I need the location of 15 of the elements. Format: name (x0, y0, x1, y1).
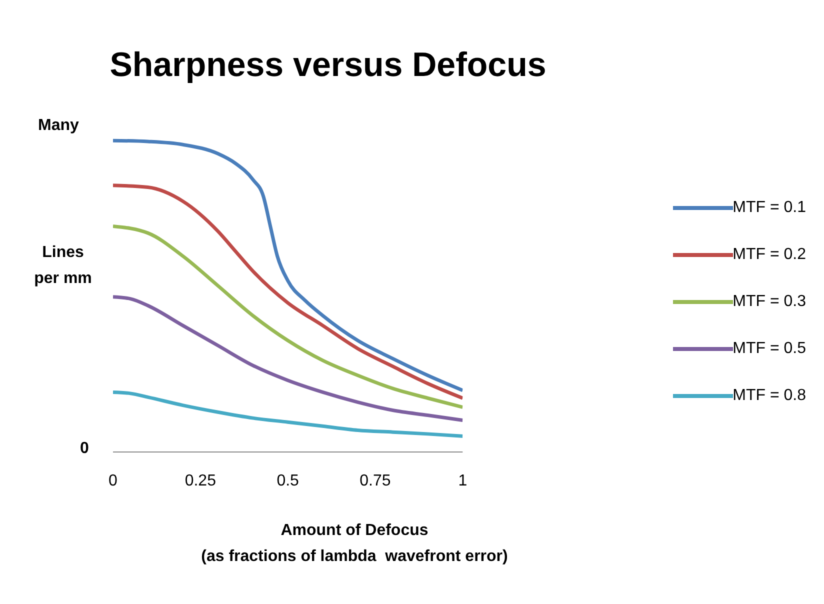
legend-label: MTF = 0.1 (732, 199, 806, 217)
x-tick-label: 1 (458, 472, 468, 490)
y-axis-title: Lines per mm (33, 243, 93, 289)
chart-title: Sharpness versus Defocus (108, 46, 548, 85)
x-tick-label: 0 (108, 472, 118, 490)
text: Many (38, 117, 79, 135)
x-tick-label: 0.25 (184, 472, 216, 490)
text: 0 (80, 440, 89, 458)
legend-label: MTF = 0.5 (732, 340, 806, 358)
legend-label: MTF = 0.2 (732, 246, 806, 264)
x-axis-title: Amount of Defocus (as fractions of lambda wavefront error) (200, 521, 509, 567)
x-tick-label: 0.75 (360, 472, 391, 490)
legend-label: MTF = 0.3 (732, 293, 806, 311)
x-tick-label: 0.5 (276, 472, 300, 490)
legend-label: MTF = 0.8 (732, 387, 806, 405)
